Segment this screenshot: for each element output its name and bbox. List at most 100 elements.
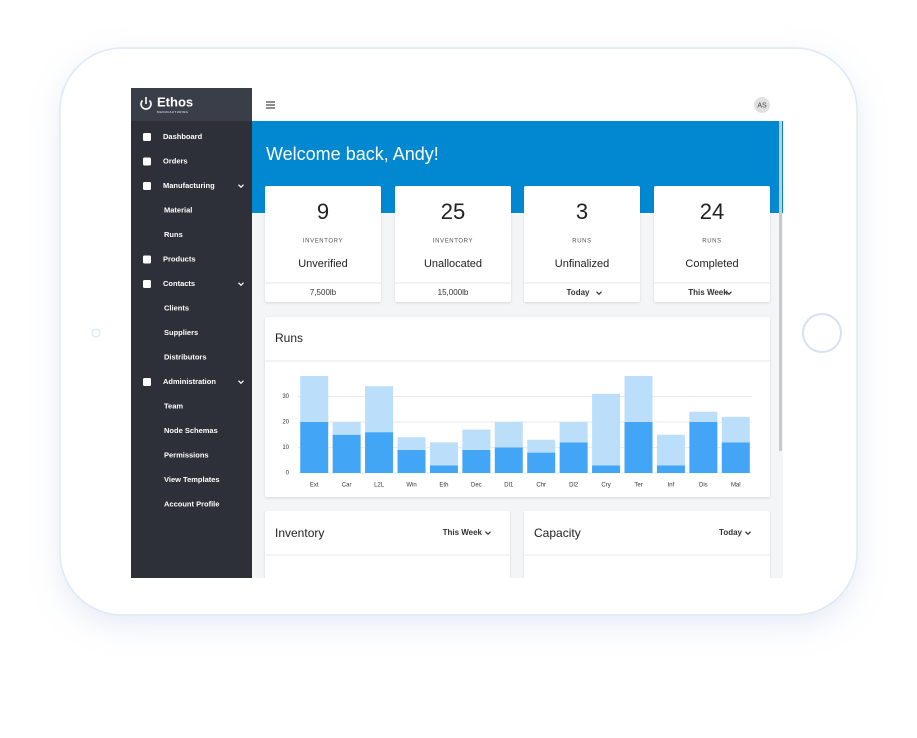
- stat-category: RUNS: [572, 239, 591, 245]
- stat-value: 3: [576, 199, 588, 224]
- nav-item[interactable]: Administration: [163, 377, 216, 386]
- chevron: [485, 531, 491, 536]
- nav-icon: [143, 280, 151, 288]
- x-tick-label: Cry: [601, 483, 610, 489]
- bar-segment: [365, 386, 394, 433]
- stat-value: 9: [317, 199, 329, 224]
- y-tick-label: 20: [282, 420, 289, 426]
- bar-segment: [592, 465, 621, 473]
- bar-segment: [462, 429, 491, 451]
- stat-value: 24: [700, 199, 724, 224]
- nav-subitem[interactable]: Clients: [164, 303, 189, 312]
- panel-title: Inventory: [275, 526, 324, 540]
- bar-segment: [689, 411, 718, 422]
- x-tick-label: Inf: [668, 483, 675, 489]
- brand-sub: MANUFACTURING: [157, 110, 189, 114]
- panel: [524, 511, 770, 578]
- bar-segment: [721, 416, 750, 443]
- chevron: [745, 531, 751, 536]
- bar-segment: [332, 434, 361, 473]
- chart-title: Runs: [275, 331, 303, 345]
- x-tick-label: L2L: [374, 483, 385, 489]
- bar-segment: [656, 434, 685, 466]
- bar-segment: [365, 432, 394, 473]
- y-tick-label: 10: [282, 445, 289, 451]
- nav-subitem[interactable]: Team: [164, 401, 183, 410]
- nav-subitem[interactable]: Runs: [164, 230, 183, 239]
- stat-filter[interactable]: This Week: [688, 288, 728, 297]
- nav-subitem[interactable]: Distributors: [164, 352, 207, 361]
- stat-card: [395, 186, 511, 302]
- stat-label: Completed: [685, 258, 738, 270]
- x-tick-label: Ter: [634, 483, 642, 489]
- chevron: [238, 282, 244, 287]
- avatar-initials: AS: [757, 102, 767, 109]
- stat-footer: 15,000lb: [438, 288, 469, 297]
- nav-subitem[interactable]: Account Profile: [164, 499, 219, 508]
- nav-subitem[interactable]: Node Schemas: [164, 426, 218, 435]
- x-tick-label: Eth: [439, 483, 448, 489]
- bar-segment: [527, 452, 556, 473]
- x-tick-label: Dis: [699, 483, 708, 489]
- bar-segment: [656, 465, 685, 473]
- bar-segment: [527, 439, 556, 453]
- bar-segment: [397, 450, 426, 473]
- x-tick-label: Dl2: [569, 483, 579, 489]
- nav-subitem[interactable]: Suppliers: [164, 328, 198, 337]
- nav-icon: [143, 182, 151, 190]
- nav-item[interactable]: Manufacturing: [163, 181, 215, 190]
- bar-segment: [592, 393, 621, 466]
- bar-segment: [300, 421, 329, 473]
- stat-category: INVENTORY: [433, 239, 473, 245]
- camera: [91, 328, 101, 338]
- bar-segment: [332, 421, 361, 435]
- stat-card: [265, 186, 381, 302]
- stat-card: [524, 186, 640, 302]
- panel-filter[interactable]: Today: [719, 528, 743, 537]
- welcome: Welcome back, Andy!: [266, 144, 439, 164]
- chevron: [238, 184, 244, 189]
- brand: Ethos: [157, 94, 193, 109]
- bar-segment: [429, 465, 458, 473]
- x-tick-label: Dl1: [504, 483, 514, 489]
- stat-category: RUNS: [702, 239, 721, 245]
- stat-label: Unfinalized: [555, 258, 609, 270]
- nav-subitem[interactable]: View Templates: [164, 475, 220, 484]
- stat-filter[interactable]: Today: [567, 288, 591, 297]
- screen: Ethos MANUFACTURING AS Welcome back, And…: [131, 88, 783, 578]
- bar-segment: [494, 421, 523, 448]
- bar-segment: [559, 442, 588, 473]
- x-tick-label: Mal: [731, 483, 741, 489]
- nav-subitem[interactable]: Permissions: [164, 450, 209, 459]
- panel: [265, 511, 510, 578]
- chevron: [726, 291, 732, 296]
- nav-icon: [143, 378, 151, 386]
- nav-item[interactable]: Dashboard: [163, 132, 203, 141]
- stat-category: INVENTORY: [303, 239, 343, 245]
- bar-segment: [624, 421, 653, 473]
- bar-segment: [397, 437, 426, 451]
- panel-title: Capacity: [534, 526, 581, 540]
- nav-subitem[interactable]: Material: [164, 205, 192, 214]
- x-tick-label: Dec: [471, 483, 482, 489]
- bar-segment: [559, 421, 588, 443]
- avatar[interactable]: [754, 97, 770, 113]
- home-button[interactable]: [802, 313, 842, 353]
- nav-item[interactable]: Contacts: [163, 279, 195, 288]
- nav-item[interactable]: Products: [163, 254, 196, 263]
- bar-segment: [494, 447, 523, 473]
- nav-item[interactable]: Orders: [163, 156, 188, 165]
- scrollbar: [779, 121, 782, 451]
- nav-icon: [143, 157, 151, 166]
- x-tick-label: Chr: [536, 483, 546, 489]
- panel-filter[interactable]: This Week: [443, 528, 483, 537]
- nav-icon: [143, 255, 151, 264]
- stat-label: Unverified: [298, 258, 348, 270]
- bar-segment: [429, 442, 458, 466]
- sidebar: [131, 88, 252, 578]
- bar-segment: [721, 442, 750, 473]
- menu-button[interactable]: [266, 101, 275, 109]
- stat-card: [654, 186, 770, 302]
